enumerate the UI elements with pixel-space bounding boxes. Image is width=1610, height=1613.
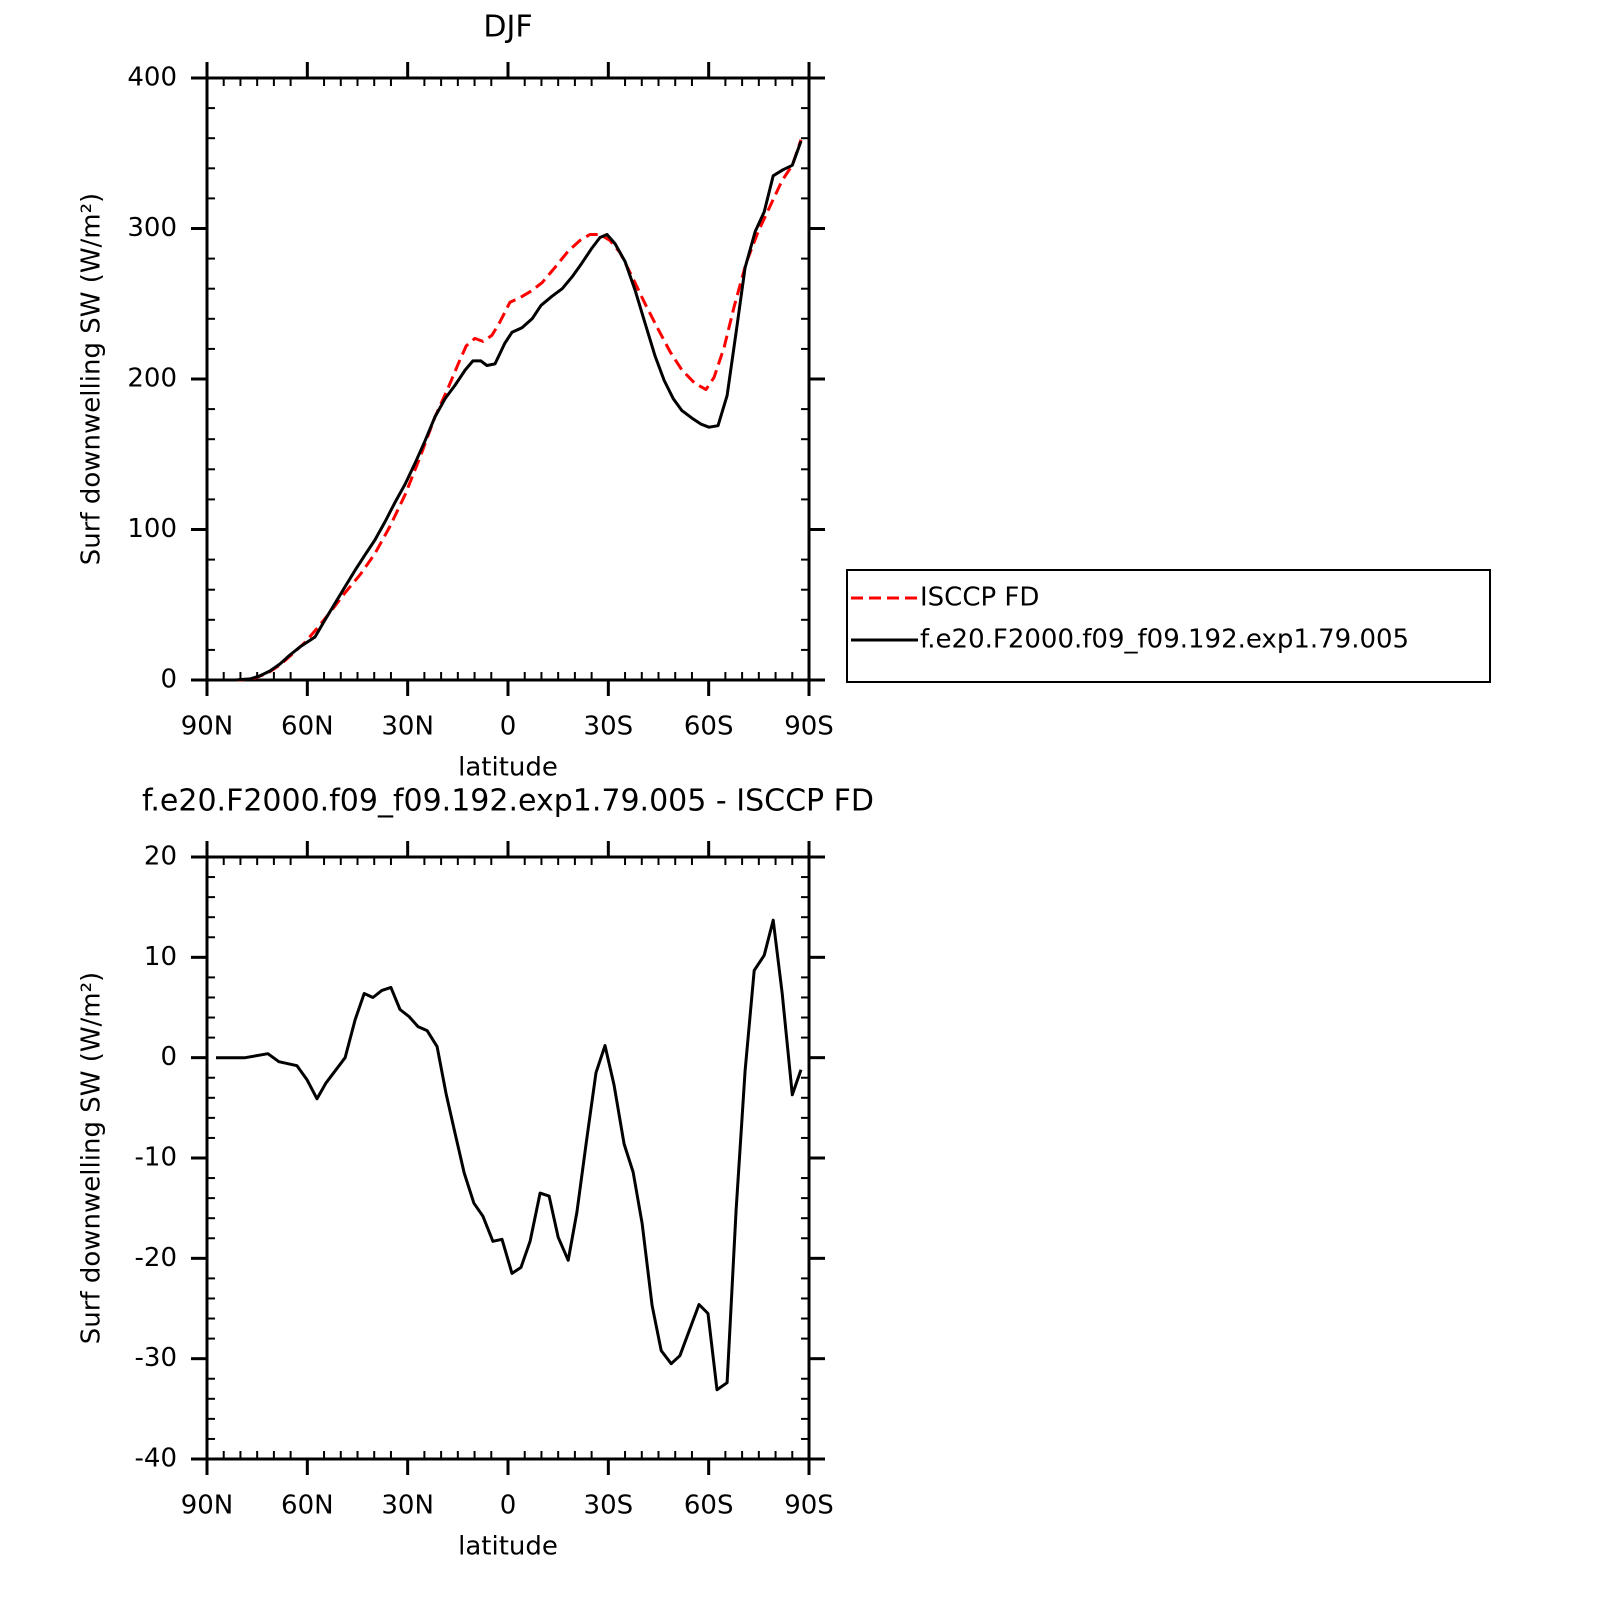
x-tick-label: 60S <box>684 1491 734 1521</box>
plot-frame <box>205 855 811 1461</box>
x-tick-label: 30S <box>584 712 634 742</box>
y-axis-label: Surf downwelling SW (W/m²) <box>77 972 107 1344</box>
legend-label: ISCCP FD <box>920 583 1039 613</box>
series-line <box>216 918 803 1392</box>
y-tick-label: 10 <box>144 942 177 972</box>
x-tick-label: 90S <box>784 1491 834 1521</box>
x-tick-label: 0 <box>500 712 517 742</box>
y-axis-label: Surf downwelling SW (W/m²) <box>77 193 107 565</box>
chart-title: DJF <box>483 10 532 45</box>
x-tick-label: 90N <box>181 712 234 742</box>
y-tick-label: -30 <box>135 1343 177 1373</box>
x-tick-label: 0 <box>500 1491 517 1521</box>
x-tick-label: 90N <box>181 1491 234 1521</box>
chart-title: f.e20.F2000.f09_f09.192.exp1.79.005 - IS… <box>142 784 874 819</box>
legend-label: f.e20.F2000.f09_f09.192.exp1.79.005 <box>920 625 1409 655</box>
y-tick-label: -20 <box>135 1243 177 1273</box>
plot-frame <box>205 76 811 682</box>
series-line <box>216 139 803 682</box>
series-line <box>216 140 803 682</box>
x-tick-label: 60N <box>281 712 334 742</box>
x-tick-label: 30S <box>584 1491 634 1521</box>
x-tick-label: 30N <box>381 1491 434 1521</box>
y-tick-label: 100 <box>127 514 177 544</box>
legend-box <box>846 569 1491 683</box>
y-tick-label: 200 <box>127 364 177 394</box>
y-tick-label: 0 <box>160 665 177 695</box>
x-axis-label: latitude <box>458 1532 558 1562</box>
x-tick-label: 90S <box>784 712 834 742</box>
x-tick-label: 60S <box>684 712 734 742</box>
y-tick-label: 20 <box>144 842 177 872</box>
x-tick-label: 60N <box>281 1491 334 1521</box>
x-axis-label: latitude <box>458 753 558 783</box>
y-tick-label: 400 <box>127 63 177 93</box>
y-tick-label: 0 <box>160 1042 177 1072</box>
y-tick-label: -40 <box>135 1444 177 1474</box>
y-tick-label: 300 <box>127 213 177 243</box>
y-tick-label: -10 <box>135 1143 177 1173</box>
x-tick-label: 30N <box>381 712 434 742</box>
